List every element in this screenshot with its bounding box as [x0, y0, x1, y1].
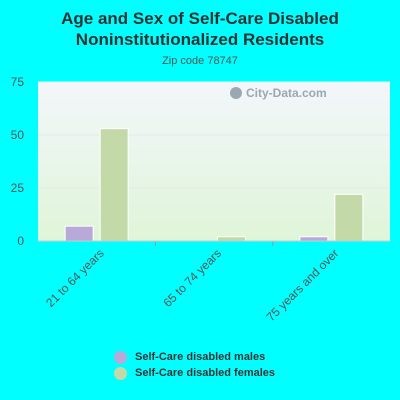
- legend-swatch-males: [114, 350, 127, 364]
- legend-label-males: Self-Care disabled males: [135, 351, 266, 363]
- x-axis: 21 to 64 years 65 to 74 years 75 years and…: [38, 240, 390, 324]
- legend-item-females: Self-Care disabled females: [114, 365, 275, 381]
- bar-females: [99, 128, 129, 242]
- search-icon: [230, 87, 242, 99]
- chart-title: Age and Sex of Self-Care Disabled Nonins…: [0, 8, 400, 50]
- y-tick-label: 75: [11, 75, 25, 89]
- y-tick-label: 25: [11, 181, 25, 195]
- bar-females: [217, 236, 246, 242]
- x-tick-label: 75 years and over: [264, 246, 342, 324]
- chart-subtitle: Zip code 78747: [162, 55, 238, 67]
- x-tick-label: 65 to 74 years: [160, 246, 224, 310]
- y-tick-label: 50: [11, 128, 25, 142]
- legend-label-females: Self-Care disabled females: [135, 367, 276, 379]
- legend-swatch-females: [114, 366, 127, 380]
- y-tick-label: 0: [17, 234, 24, 248]
- legend: Self-Care disabled males Self-Care disab…: [114, 349, 275, 381]
- watermark-text: City-Data.com: [246, 86, 327, 100]
- bar-females: [334, 193, 364, 242]
- y-axis: 0 25 50 75: [11, 75, 25, 248]
- chart-title-line1: Age and Sex of Self-Care Disabled: [61, 9, 339, 28]
- bars: [64, 128, 364, 242]
- watermark: City-Data.com: [230, 86, 327, 100]
- bar-males: [299, 236, 329, 242]
- x-tick-label: 21 to 64 years: [43, 246, 107, 310]
- plot-area: [38, 82, 390, 241]
- legend-item-males: Self-Care disabled males: [114, 349, 275, 365]
- chart-title-line2: Noninstitutionalized Residents: [75, 30, 325, 49]
- bar-males: [64, 225, 94, 242]
